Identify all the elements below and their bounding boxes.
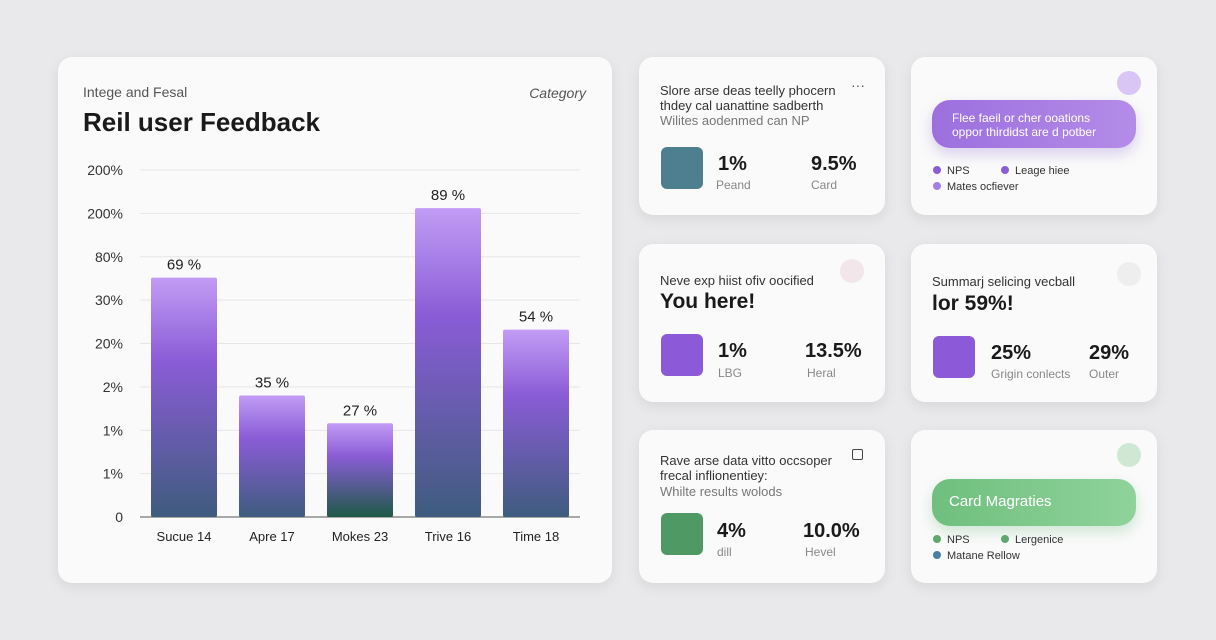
stat-label: Heral (807, 366, 836, 380)
stat-label: Hevel (805, 545, 836, 559)
card-text: Wilites aodenmed can NP (660, 113, 810, 128)
pill-card: Flee faeil or cher ooations oppor thirdi… (911, 57, 1157, 215)
menu-icon[interactable]: ··· (851, 77, 865, 93)
card-headline: lor 59%! (932, 292, 1014, 315)
legend-text: Leage hiee (1015, 165, 1070, 177)
bar (503, 329, 569, 517)
stat-value: 1% (718, 153, 747, 175)
legend-text: Matane Rellow (947, 550, 1020, 562)
y-axis-label: 200% (87, 205, 123, 221)
x-tick-label: Mokes 23 (332, 529, 388, 544)
icon (661, 513, 703, 555)
bar (151, 277, 217, 517)
y-axis-label: 2% (103, 379, 123, 395)
stat-card: Neve exp hiist ofiv oocified You here! 1… (639, 244, 885, 402)
legend-item: Mates ocfiever (933, 181, 1019, 193)
chart: 200% 200% 80% 30% 20% 2% 1% 1% 0 Sucue 14 69 % Apre… (87, 162, 580, 544)
x-tick-label: Apre 17 (249, 529, 295, 544)
data-label: 69 % (167, 257, 201, 274)
pill-card: Card Magraties NPS Lergenice Matane Rell… (911, 430, 1157, 583)
legend-item: Leage hiee (1001, 165, 1069, 177)
legend-text: NPS (947, 165, 970, 177)
data-label: 27 % (343, 402, 377, 419)
stat-value: 10.0% (803, 520, 860, 542)
pill[interactable]: Flee faeil or cher ooations oppor thirdi… (932, 100, 1136, 148)
stat-value: 1% (718, 340, 747, 362)
y-axis-label: 0 (115, 509, 123, 525)
legend-text: NPS (947, 534, 970, 546)
y-axis-label: 200% (87, 162, 123, 178)
y-axis-label: 30% (95, 292, 123, 308)
card-text: Neve exp hiist ofiv oocified (660, 273, 814, 288)
card-headline: You here! (660, 290, 756, 313)
category-label: Category (529, 85, 586, 101)
stat-label: Grigin conlects (991, 367, 1071, 381)
badge (1117, 443, 1141, 467)
y-axis-label: 20% (95, 336, 123, 352)
bar (327, 423, 393, 517)
bar (239, 395, 305, 517)
expand-icon[interactable] (852, 449, 863, 460)
badge (1117, 71, 1141, 95)
pill-text: Card Magraties (949, 493, 1052, 510)
card-title: Reil user Feedback (83, 107, 320, 137)
data-label: 89 % (431, 187, 465, 204)
stat-label: LBG (718, 366, 743, 380)
y-axis-label: 1% (103, 466, 123, 482)
legend-item: NPS (933, 165, 970, 177)
bar (415, 208, 481, 518)
stat-label: Outer (1089, 367, 1120, 381)
y-axis-label: 80% (95, 249, 123, 265)
legend-item: Matane Rellow (933, 550, 1020, 562)
stat-card: Slore arse deas teelly phocern thdey cal… (639, 57, 885, 215)
card-text: Rave arse data vitto occsoper (660, 453, 832, 468)
link-icon[interactable] (1117, 262, 1141, 286)
legend-item: Lergenice (1001, 534, 1063, 546)
stat-value: 13.5% (805, 340, 862, 362)
card-text: thdey cal uanattine sadberth (660, 98, 824, 113)
x-tick-label: Time 18 (513, 529, 559, 544)
card-text: Slore arse deas teelly phocern (660, 83, 836, 98)
data-label: 54 % (519, 309, 553, 326)
card-text: Whilte results wolods (660, 484, 783, 499)
x-tick-label: Trive 16 (425, 529, 471, 544)
stat-value: 9.5% (811, 153, 857, 175)
icon (661, 147, 703, 189)
pill-text: Flee faeil or cher ooations (952, 111, 1091, 125)
icon (661, 334, 703, 376)
stat-value: 4% (717, 520, 746, 542)
stat-card: Summarj selicing vecball lor 59%! 25% Gr… (911, 244, 1157, 402)
legend-text: Lergenice (1015, 534, 1064, 546)
card-text: frecal inflionentiey: (660, 468, 768, 483)
pill-text: oppor thirdidst are d potber (952, 125, 1097, 139)
card-text: Summarj selicing vecball (932, 274, 1076, 289)
heart-icon[interactable] (840, 259, 864, 283)
card-subtitle: Integе and Fesal (83, 84, 188, 100)
stat-value: 29% (1089, 342, 1130, 364)
main-card: Integе and Fesal Category Reil user Feed… (58, 57, 612, 583)
legend-text: Mates ocfiever (947, 181, 1019, 193)
stat-label: Peand (716, 178, 751, 192)
stat-label: dill (717, 545, 732, 559)
stat-value: 25% (991, 342, 1032, 364)
x-tick-label: Sucue 14 (157, 529, 212, 544)
legend-item: NPS (933, 534, 970, 546)
stat-card: Rave arse data vitto occsoper frecal inf… (639, 430, 885, 583)
y-axis-label: 1% (103, 422, 123, 438)
data-label: 35 % (255, 375, 289, 392)
pill[interactable]: Card Magraties (932, 479, 1136, 526)
icon (933, 336, 975, 378)
stat-label: Card (811, 178, 838, 192)
